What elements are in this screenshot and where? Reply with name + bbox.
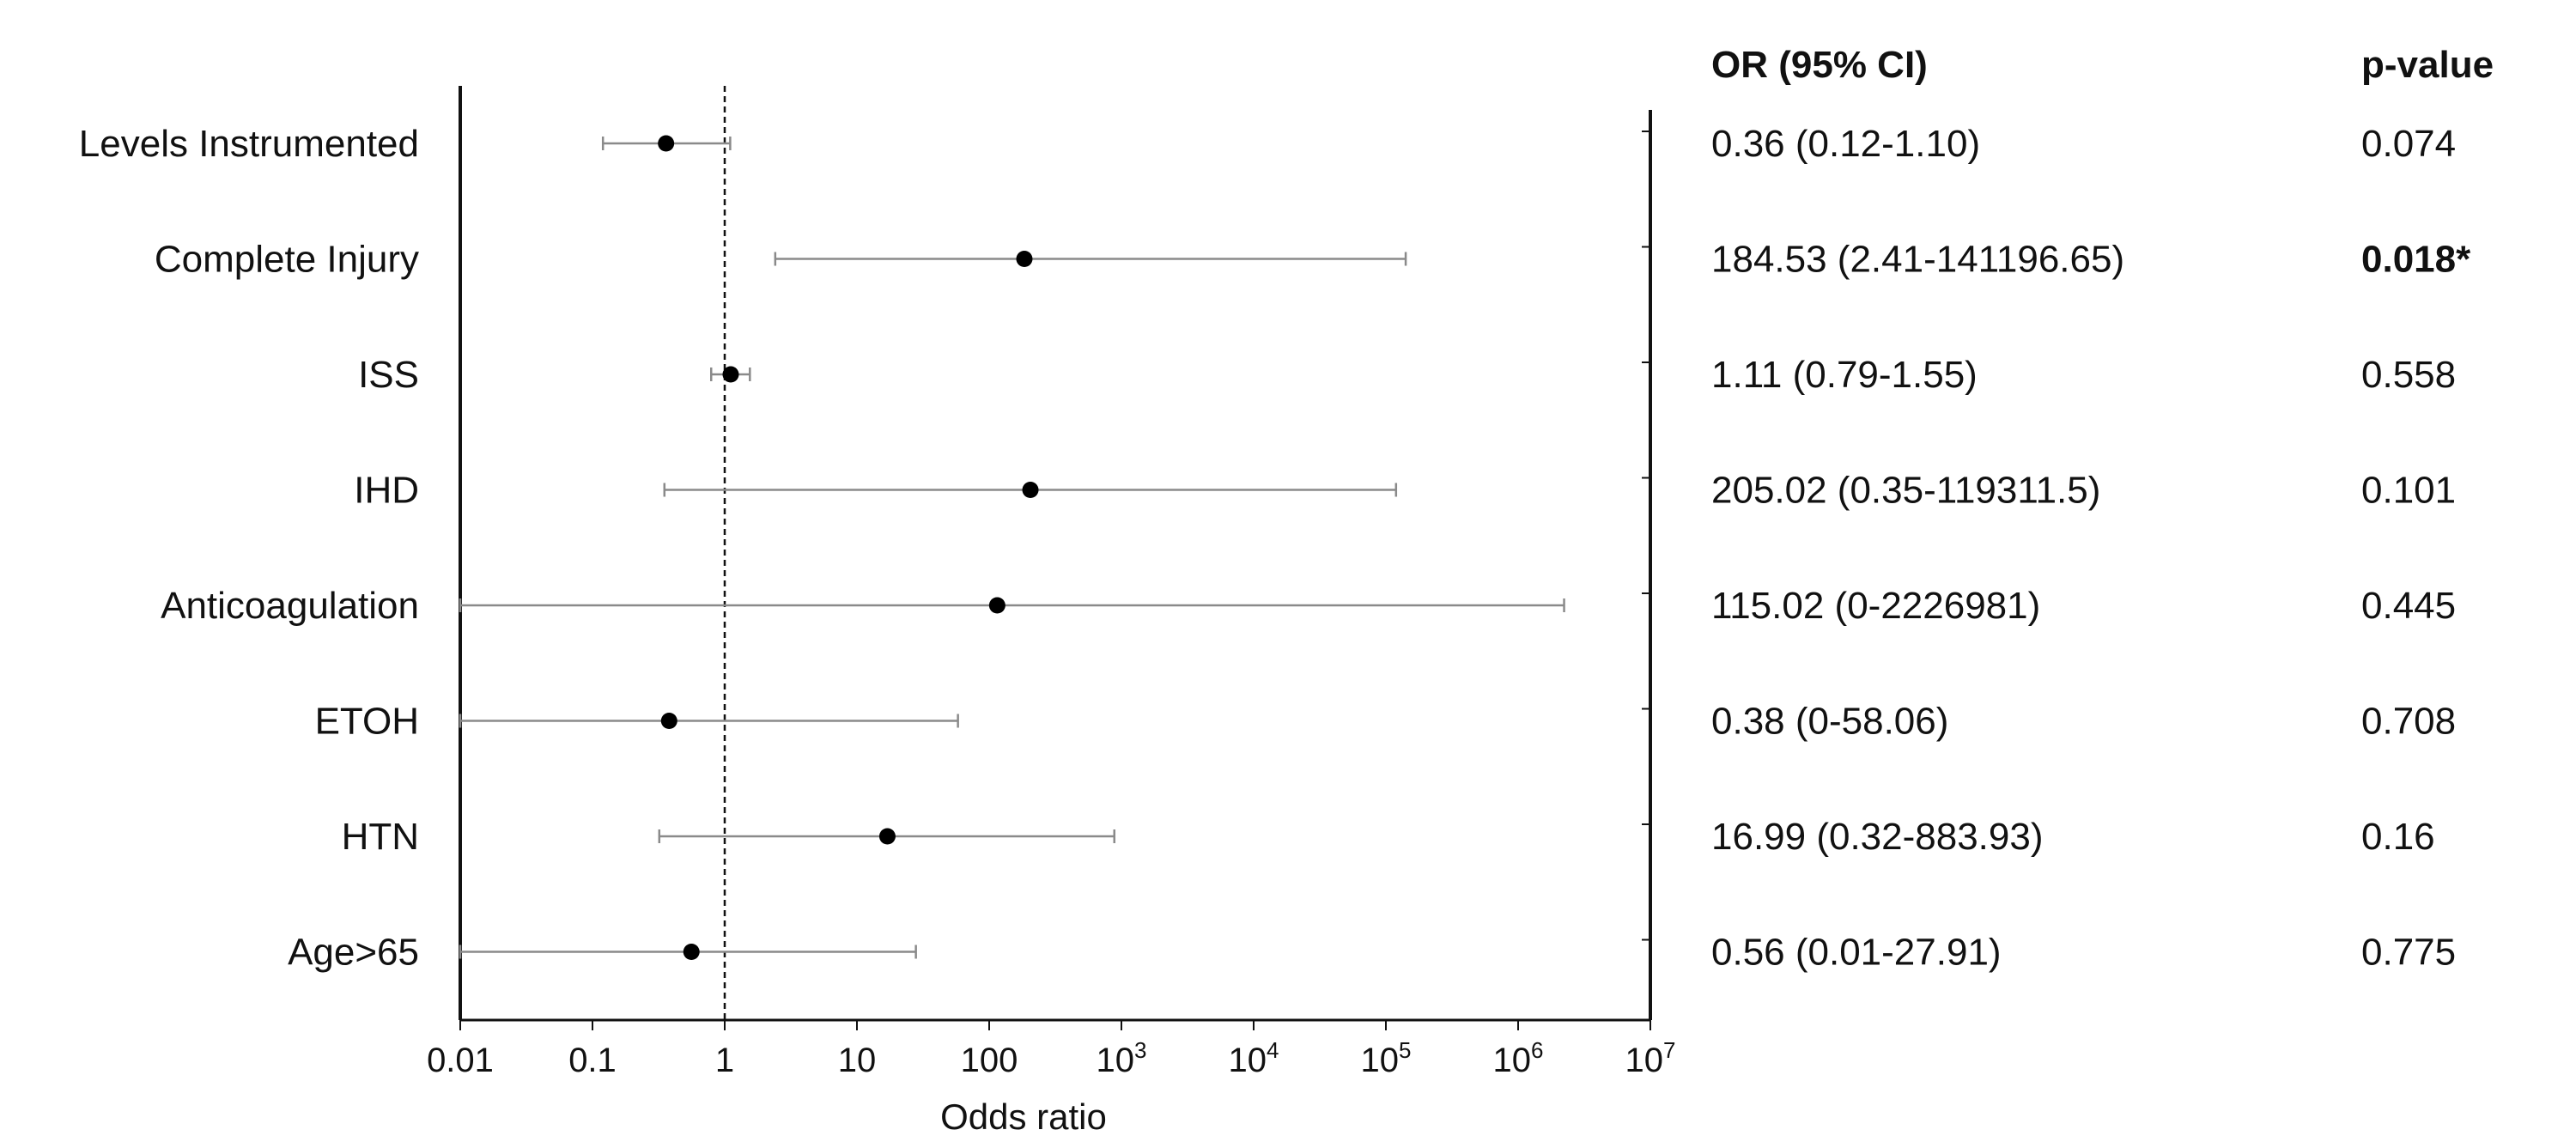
odds-ratio-point bbox=[722, 366, 739, 383]
odds-ratio-point bbox=[1022, 482, 1039, 498]
or-ci-cell: 0.36 (0.12-1.10) bbox=[1711, 123, 1980, 165]
or-ci-cell: 1.11 (0.79-1.55) bbox=[1711, 354, 1978, 396]
odds-ratio-point bbox=[658, 135, 675, 152]
odds-ratio-point bbox=[683, 944, 700, 960]
or-ci-cell: 115.02 (0-2226981) bbox=[1711, 585, 2040, 627]
odds-ratio-point bbox=[878, 828, 896, 845]
p-value-cell: 0.445 bbox=[2361, 585, 2456, 627]
p-value-cell: 0.775 bbox=[2361, 932, 2456, 974]
or-ci-header: OR (95% CI) bbox=[1711, 44, 1928, 86]
row-label: Complete Injury bbox=[155, 239, 419, 281]
results-table: 0.36 (0.12-1.10) 0.074 184.53 (2.41-141196… bbox=[1711, 44, 2494, 974]
row-label: ETOH bbox=[315, 701, 419, 743]
p-value-header: p-value bbox=[2361, 44, 2494, 86]
odds-ratio-point bbox=[1016, 251, 1033, 267]
x-tick-label: 104 bbox=[1229, 1037, 1279, 1079]
x-tick-label: 1 bbox=[715, 1042, 734, 1079]
p-value-cell: 0.074 bbox=[2361, 123, 2456, 165]
x-tick-label: 0.1 bbox=[568, 1042, 617, 1079]
p-value-cell: 0.101 bbox=[2361, 470, 2456, 512]
or-ci-cell: 16.99 (0.32-883.93) bbox=[1711, 816, 2044, 858]
x-tick-label: 100 bbox=[961, 1042, 1018, 1079]
x-tick-label: 0.01 bbox=[427, 1042, 494, 1079]
x-tick-label: 10 bbox=[838, 1042, 877, 1079]
row-label: IHD bbox=[354, 470, 419, 512]
row-labels: Levels Instrumented Complete Injury ISS IHD… bbox=[79, 123, 419, 974]
row-label: HTN bbox=[342, 816, 419, 858]
x-axis-label: Odds ratio bbox=[940, 1096, 1107, 1137]
or-ci-cell: 184.53 (2.41-141196.65) bbox=[1711, 239, 2124, 281]
axes: 0.01 0.1 1 10 100 103 104 105 106 107 bbox=[427, 86, 1675, 1079]
or-ci-cell: 205.02 (0.35-119311.5) bbox=[1711, 470, 2100, 512]
plot-marks bbox=[459, 135, 1565, 960]
p-value-cell: 0.558 bbox=[2361, 354, 2456, 396]
odds-ratio-point bbox=[660, 713, 677, 729]
or-ci-cell: 0.56 (0.01-27.91) bbox=[1711, 932, 2002, 974]
odds-ratio-point bbox=[988, 597, 1005, 614]
or-ci-cell: 0.38 (0-58.06) bbox=[1711, 701, 1948, 743]
x-tick-label: 103 bbox=[1097, 1037, 1147, 1079]
row-label: Anticoagulation bbox=[161, 585, 419, 627]
p-value-cell: 0.708 bbox=[2361, 701, 2456, 743]
p-value-cell: 0.16 bbox=[2361, 816, 2435, 858]
row-label: Levels Instrumented bbox=[79, 123, 419, 165]
x-tick-label: 107 bbox=[1625, 1037, 1676, 1079]
x-tick-label: 105 bbox=[1361, 1037, 1412, 1079]
p-value-cell: 0.018* bbox=[2361, 239, 2471, 281]
row-label: Age>65 bbox=[288, 932, 419, 974]
row-label: ISS bbox=[358, 354, 419, 396]
x-tick-label: 106 bbox=[1493, 1037, 1544, 1079]
